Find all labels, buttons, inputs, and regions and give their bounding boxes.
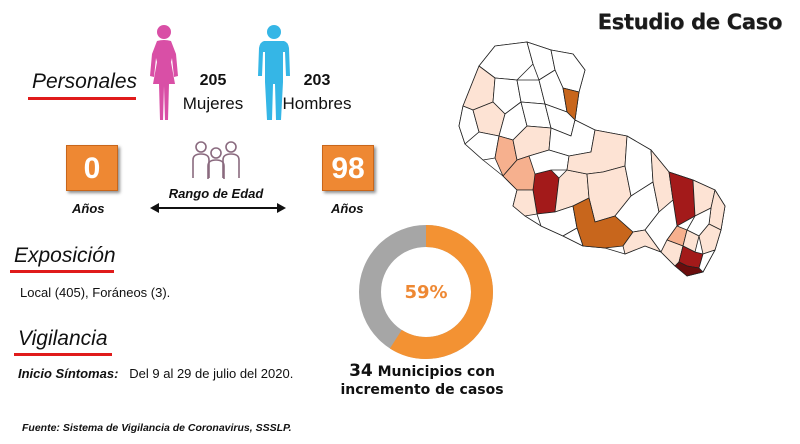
exposicion-heading: Exposición (14, 244, 116, 267)
percent-donut-chart (359, 225, 493, 359)
vigilancia-heading: Vigilancia (18, 327, 108, 350)
exposicion-underline (10, 270, 114, 273)
map-municipio (512, 189, 538, 217)
map-municipio (572, 197, 634, 249)
male-label: Hombres (282, 94, 352, 113)
map-municipio (668, 171, 696, 227)
male-figure-icon (258, 25, 290, 120)
age-range-arrow (150, 203, 286, 213)
min-age-unit: Años (72, 201, 105, 216)
personales-heading: Personales (32, 70, 138, 93)
female-figure-icon (150, 25, 178, 120)
vigilancia-underline (14, 353, 112, 356)
max-age-unit: Años (331, 201, 364, 216)
municipios-summary: 34 Municipios con incremento de casos (322, 362, 522, 399)
symptom-onset-label: Inicio Síntomas: (18, 366, 119, 381)
map-municipio (698, 249, 716, 273)
female-count: 205 (199, 72, 227, 89)
source-note: Fuente: Sistema de Vigilancia de Coronav… (22, 422, 292, 434)
municipios-line1: Municipios con (377, 364, 495, 380)
male-count: 203 (303, 72, 331, 89)
municipios-count: 34 (349, 361, 373, 381)
municipios-line2: incremento de casos (340, 382, 504, 398)
donut-percent-arc (359, 225, 493, 359)
personales-underline (28, 97, 136, 100)
map-municipio (532, 169, 560, 215)
max-age-box: 98 (322, 145, 374, 191)
donut-percent-label: 59% (404, 282, 448, 303)
symptom-onset-row: Inicio Síntomas: Del 9 al 29 de julio de… (18, 366, 293, 381)
symptom-onset-value: Del 9 al 29 de julio del 2020. (129, 366, 294, 381)
group-people-icon (192, 141, 240, 179)
state-municipal-map (458, 41, 726, 277)
exposicion-text: Local (405), Foráneos (3). (20, 285, 171, 300)
map-municipio (562, 227, 584, 247)
female-label: Mujeres (182, 94, 244, 113)
min-age-box: 0 (66, 145, 118, 191)
map-municipio (698, 223, 722, 255)
age-range-label: Rango de Edad (168, 186, 264, 201)
page-title: Estudio de Caso (597, 10, 783, 34)
